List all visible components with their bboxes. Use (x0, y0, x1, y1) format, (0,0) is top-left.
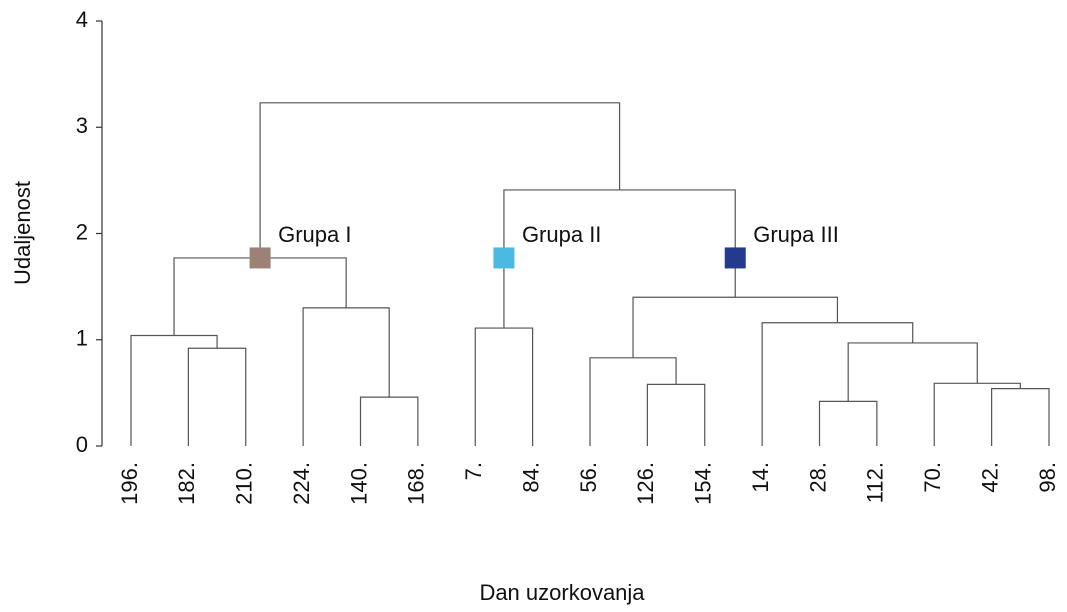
x-tick-label: 154. (691, 462, 716, 505)
group-label: Grupa I (278, 222, 351, 247)
dendrogram-link (632, 296, 839, 358)
dendrogram-link (503, 189, 736, 329)
dendrogram-link (474, 327, 534, 446)
x-tick-label: 182. (174, 462, 199, 505)
dendrogram-link (187, 347, 247, 446)
dendrogram-link (991, 388, 1050, 446)
x-tick-label: 84. (518, 462, 543, 493)
dendrogram-link (933, 382, 1021, 446)
dendrogram-link (761, 322, 914, 446)
x-tick-label: 14. (748, 462, 773, 493)
dendrogram-link (589, 357, 677, 446)
dendrogram-link (130, 334, 218, 446)
x-tick-label: 112. (863, 462, 888, 503)
x-tick-label: 126. (633, 462, 658, 505)
x-tick-label: 70. (920, 462, 945, 493)
y-tick-label: 4 (76, 7, 88, 32)
group-marker (493, 247, 515, 269)
group-marker (724, 247, 746, 269)
y-tick-label: 2 (76, 219, 88, 244)
x-tick-label: 210. (232, 462, 257, 505)
x-tick-label: 28. (805, 462, 830, 493)
x-tick-label: 168. (404, 462, 429, 505)
dendrogram-link (302, 307, 390, 446)
x-tick-label: 42. (977, 462, 1002, 493)
group-label: Grupa III (753, 222, 839, 247)
y-tick-label: 0 (76, 432, 88, 457)
dendrogram-link (847, 342, 978, 402)
x-tick-label: 224. (289, 462, 314, 505)
dendrogram-link (259, 102, 621, 258)
dendrogram-link (818, 400, 878, 446)
group-marker (249, 247, 271, 269)
dendrogram-link (359, 396, 419, 446)
x-tick-label: 7. (461, 462, 486, 480)
y-tick-label: 1 (76, 326, 88, 351)
x-axis-label: Dan uzorkovanja (479, 580, 645, 605)
y-tick-label: 3 (76, 113, 88, 138)
y-axis-label: Udaljenost (10, 181, 35, 285)
x-tick-label: 196. (117, 462, 142, 505)
dendrogram-link (173, 257, 347, 336)
x-tick-label: 98. (1035, 462, 1060, 493)
dendrogram-link (646, 383, 706, 446)
x-tick-label: 56. (576, 462, 601, 493)
x-tick-label: 140. (346, 462, 371, 505)
group-label: Grupa II (522, 222, 601, 247)
